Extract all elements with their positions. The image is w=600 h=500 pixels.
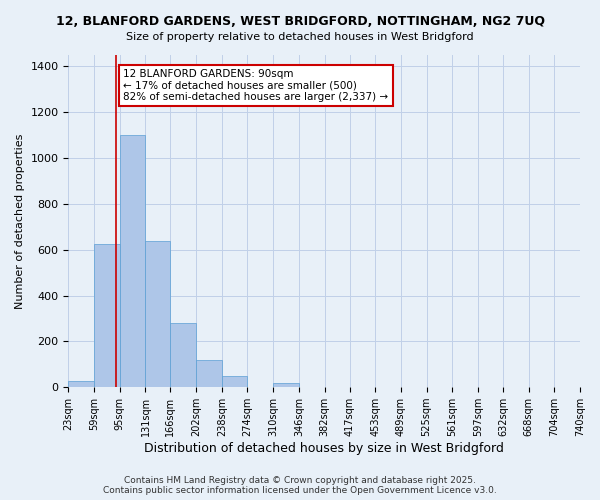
Bar	[222, 376, 247, 387]
Bar	[273, 383, 299, 387]
Y-axis label: Number of detached properties: Number of detached properties	[15, 134, 25, 309]
Bar	[94, 244, 120, 387]
Bar	[68, 382, 94, 387]
Bar	[120, 135, 145, 387]
Text: Size of property relative to detached houses in West Bridgford: Size of property relative to detached ho…	[126, 32, 474, 42]
X-axis label: Distribution of detached houses by size in West Bridgford: Distribution of detached houses by size …	[144, 442, 504, 455]
Text: 12, BLANFORD GARDENS, WEST BRIDGFORD, NOTTINGHAM, NG2 7UQ: 12, BLANFORD GARDENS, WEST BRIDGFORD, NO…	[56, 15, 545, 28]
Bar	[145, 240, 170, 387]
Text: 12 BLANFORD GARDENS: 90sqm
← 17% of detached houses are smaller (500)
82% of sem: 12 BLANFORD GARDENS: 90sqm ← 17% of deta…	[124, 68, 388, 102]
Text: Contains HM Land Registry data © Crown copyright and database right 2025.
Contai: Contains HM Land Registry data © Crown c…	[103, 476, 497, 495]
Bar	[196, 360, 222, 387]
Bar	[170, 323, 196, 387]
